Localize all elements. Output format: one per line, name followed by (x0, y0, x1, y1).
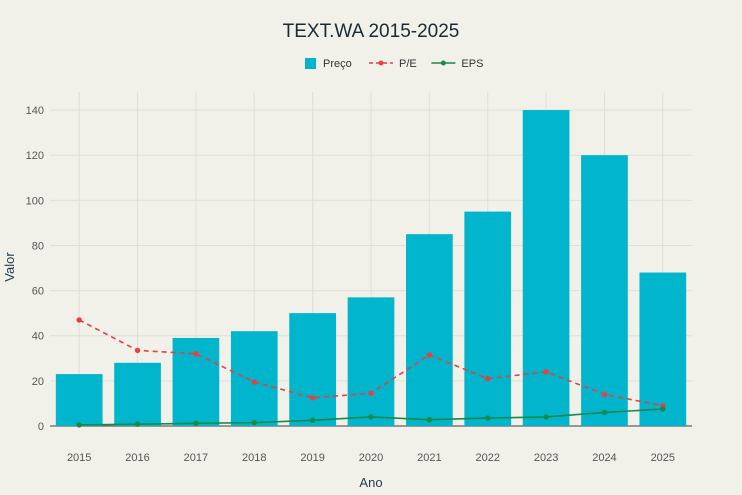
y-tick-label: 100 (26, 195, 44, 207)
legend: Preço P/E EPS (305, 58, 483, 70)
data-point (134, 421, 141, 427)
data-point (660, 406, 666, 412)
legend-swatch-bar (305, 58, 316, 69)
y-tick-label: 0 (38, 421, 44, 433)
data-point (485, 375, 491, 382)
bar (114, 362, 161, 426)
data-point (309, 395, 316, 401)
y-tick-label: 80 (32, 240, 44, 252)
bar (230, 331, 278, 426)
legend-label: P/E (399, 58, 417, 70)
bar (347, 297, 395, 426)
x-tick-label: 2021 (417, 452, 441, 464)
bar (581, 155, 628, 426)
y-axis-title: Valor (2, 252, 17, 282)
legend-swatch-marker (440, 60, 446, 66)
data-point (368, 390, 374, 396)
y-tick-label: 40 (32, 331, 44, 343)
x-tick-label: 2023 (534, 452, 558, 464)
bar (55, 374, 103, 426)
data-point (251, 419, 257, 426)
y-axis-ticks: 0 20 40 60 80 100 120 140 (26, 105, 44, 433)
x-tick-label: 2017 (184, 452, 208, 464)
bar (406, 234, 453, 426)
data-point (601, 409, 608, 416)
data-point (543, 414, 549, 420)
data-point (485, 415, 491, 421)
data-point (134, 347, 141, 354)
x-tick-label: 2024 (592, 452, 616, 464)
data-point (426, 416, 433, 423)
chart-title: TEXT.WA 2015-2025 (283, 21, 460, 42)
x-tick-label: 2022 (475, 452, 499, 464)
line-series (76, 317, 666, 428)
x-axis-title: Ano (359, 475, 382, 490)
data-point (368, 414, 374, 420)
data-point (309, 417, 316, 424)
bar-series (55, 110, 687, 427)
bar (639, 272, 687, 426)
bar (289, 313, 336, 426)
data-point (426, 352, 433, 358)
y-tick-label: 140 (26, 105, 44, 117)
data-point (76, 317, 82, 323)
y-tick-label: 120 (26, 150, 44, 162)
x-tick-label: 2016 (125, 452, 149, 464)
y-tick-label: 20 (32, 376, 44, 388)
bar (464, 211, 512, 426)
data-point (76, 422, 82, 428)
data-point (251, 379, 257, 385)
x-tick-label: 2020 (359, 452, 383, 464)
x-tick-label: 2025 (651, 452, 675, 464)
data-point (193, 420, 199, 426)
legend-swatch-marker (378, 60, 384, 66)
y-tick-label: 60 (32, 286, 44, 298)
data-point (543, 369, 549, 375)
legend-label: EPS (461, 58, 483, 70)
x-tick-label: 2019 (300, 452, 324, 464)
data-point (601, 391, 608, 398)
data-point (193, 351, 199, 357)
x-tick-label: 2018 (242, 452, 266, 464)
x-tick-label: 2015 (67, 452, 91, 464)
legend-label: Preço (323, 58, 352, 70)
x-axis-ticks: 2015 2016 2017 2018 2019 2020 2021 2022 2023 2024… (67, 452, 675, 464)
